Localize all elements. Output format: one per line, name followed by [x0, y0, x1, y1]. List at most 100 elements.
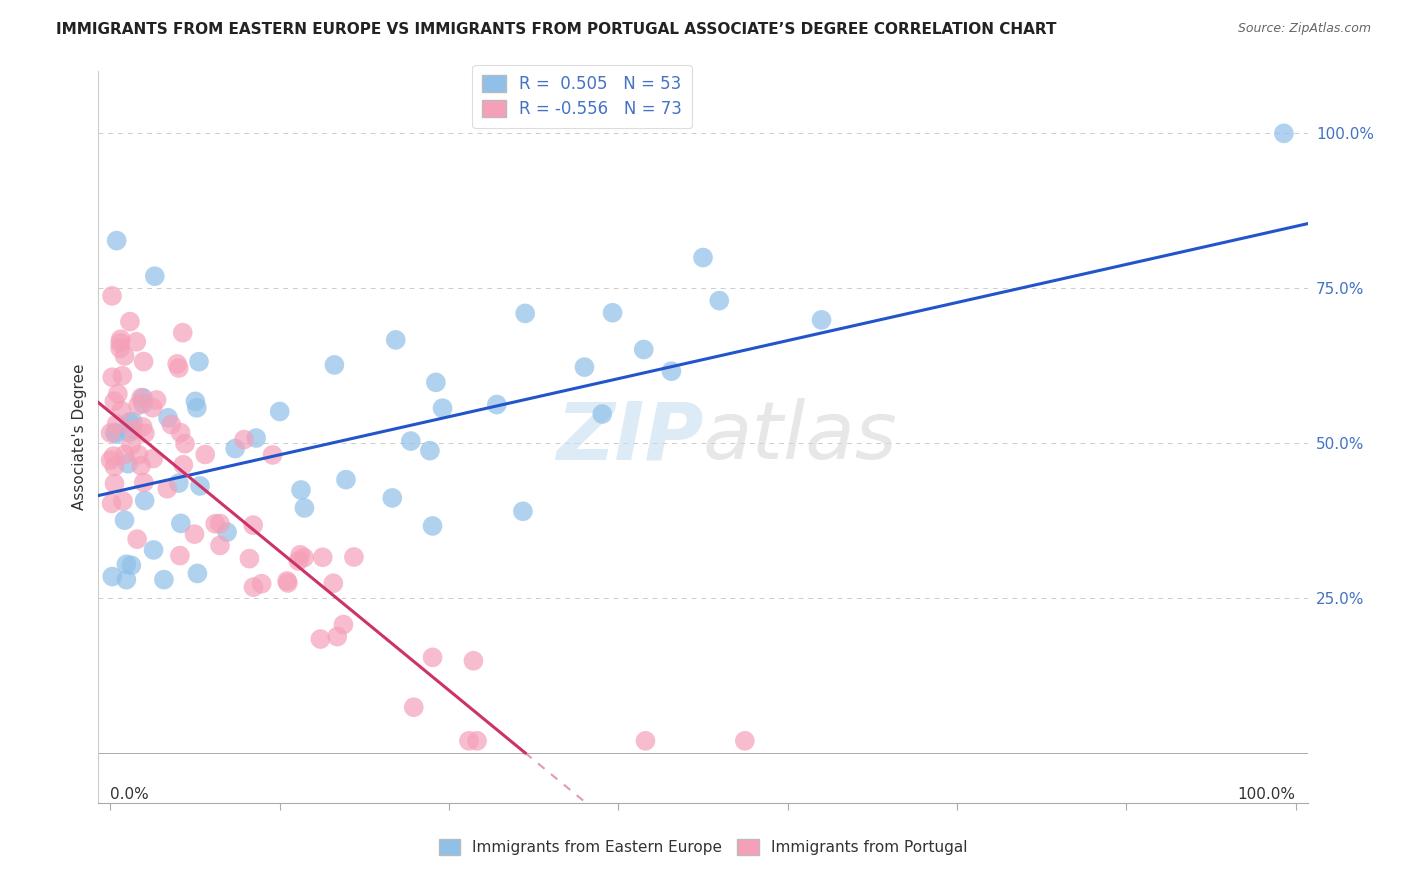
Point — [100, 425, 122, 440]
Point — [169, 549, 191, 563]
Point — [108, 341, 131, 355]
Point — [105, 417, 128, 431]
Point — [245, 431, 267, 445]
Point — [103, 476, 125, 491]
Point — [101, 289, 124, 303]
Point — [103, 459, 125, 474]
Point — [381, 491, 404, 505]
Point — [335, 473, 357, 487]
Point — [134, 493, 156, 508]
Point — [734, 734, 756, 748]
Point — [242, 518, 264, 533]
Point — [384, 333, 406, 347]
Point — [208, 538, 231, 552]
Point — [118, 415, 141, 429]
Point — [419, 443, 441, 458]
Point — [485, 398, 508, 412]
Text: atlas: atlas — [703, 398, 898, 476]
Point — [108, 336, 131, 351]
Point — [118, 425, 141, 440]
Point — [208, 516, 231, 531]
Point — [142, 451, 165, 466]
Point — [692, 251, 714, 265]
Point — [634, 734, 657, 748]
Point — [224, 442, 246, 456]
Text: ZIP: ZIP — [555, 398, 703, 476]
Point — [332, 617, 354, 632]
Point — [100, 496, 122, 510]
Point — [132, 475, 155, 490]
Point — [465, 734, 488, 748]
Point — [153, 573, 176, 587]
Point — [103, 449, 125, 463]
Point — [167, 476, 190, 491]
Point — [269, 404, 291, 418]
Point — [215, 525, 238, 540]
Point — [157, 410, 180, 425]
Point — [602, 306, 624, 320]
Point — [343, 549, 366, 564]
Point — [183, 527, 205, 541]
Point — [118, 315, 141, 329]
Point — [292, 550, 315, 565]
Point — [111, 494, 134, 508]
Point — [142, 401, 165, 415]
Point — [127, 398, 149, 412]
Point — [172, 326, 194, 340]
Point — [134, 426, 156, 441]
Point — [128, 448, 150, 462]
Point — [132, 354, 155, 368]
Point — [145, 392, 167, 407]
Point — [103, 394, 125, 409]
Point — [188, 354, 211, 368]
Point — [574, 360, 596, 375]
Point — [142, 543, 165, 558]
Point — [104, 427, 127, 442]
Point — [120, 558, 142, 573]
Point — [188, 479, 211, 493]
Point — [402, 700, 425, 714]
Point — [186, 401, 208, 415]
Point — [512, 504, 534, 518]
Point — [104, 425, 127, 440]
Point — [204, 516, 226, 531]
Point — [312, 550, 335, 565]
Point — [115, 573, 138, 587]
Point — [114, 447, 136, 461]
Point — [122, 415, 145, 429]
Point — [115, 558, 138, 572]
Point — [131, 420, 153, 434]
Point — [160, 417, 183, 432]
Point — [121, 422, 143, 436]
Point — [186, 566, 208, 581]
Point — [432, 401, 454, 416]
Point — [174, 436, 197, 450]
Point — [276, 574, 298, 588]
Text: Source: ZipAtlas.com: Source: ZipAtlas.com — [1237, 22, 1371, 36]
Point — [322, 576, 344, 591]
Point — [167, 361, 190, 376]
Point — [114, 513, 136, 527]
Point — [129, 391, 152, 405]
Point — [399, 434, 422, 448]
Point — [463, 654, 485, 668]
Point — [172, 458, 194, 472]
Point — [309, 632, 332, 646]
Point — [810, 313, 832, 327]
Point — [111, 368, 134, 383]
Point — [156, 482, 179, 496]
Point — [120, 438, 142, 452]
Point — [709, 293, 731, 308]
Point — [114, 349, 136, 363]
Point — [633, 343, 655, 357]
Legend: Immigrants from Eastern Europe, Immigrants from Portugal: Immigrants from Eastern Europe, Immigran… — [433, 833, 973, 861]
Point — [1272, 126, 1295, 140]
Point — [290, 483, 312, 497]
Point — [292, 500, 315, 515]
Point — [661, 364, 683, 378]
Point — [170, 516, 193, 531]
Point — [425, 376, 447, 390]
Point — [290, 548, 312, 562]
Text: 100.0%: 100.0% — [1237, 788, 1296, 802]
Point — [515, 306, 537, 320]
